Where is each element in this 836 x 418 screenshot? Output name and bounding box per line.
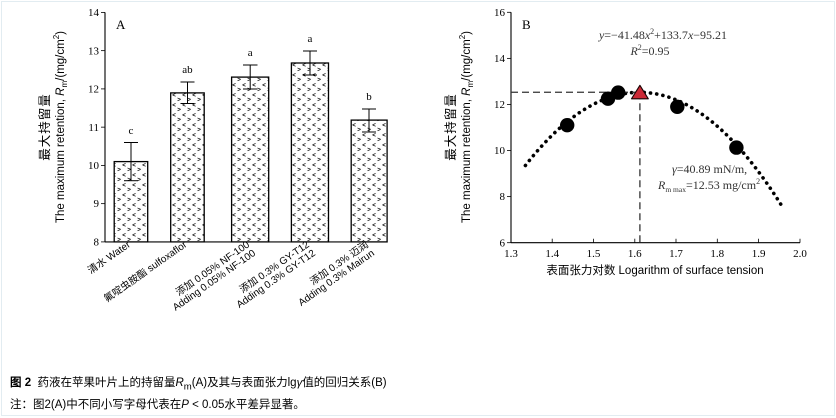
svg-text:The maximum retention, Rm/(mg/: The maximum retention, Rm/(mg/cm2) bbox=[458, 31, 475, 223]
svg-text:1.4: 1.4 bbox=[545, 248, 559, 260]
svg-text:14: 14 bbox=[88, 7, 100, 19]
svg-text:2.0: 2.0 bbox=[793, 248, 807, 260]
svg-text:最大持留量: 最大持留量 bbox=[37, 93, 52, 161]
svg-text:12: 12 bbox=[494, 99, 505, 111]
svg-text:1.9: 1.9 bbox=[752, 248, 766, 260]
svg-text:12: 12 bbox=[88, 84, 99, 96]
svg-text:ab: ab bbox=[182, 64, 193, 76]
svg-text:最大持留量: 最大持留量 bbox=[443, 93, 458, 161]
svg-text:a: a bbox=[308, 33, 313, 45]
svg-text:8: 8 bbox=[94, 237, 100, 249]
svg-text:1.7: 1.7 bbox=[669, 248, 683, 260]
svg-text:14: 14 bbox=[494, 53, 506, 65]
svg-text:1.8: 1.8 bbox=[710, 248, 724, 260]
svg-text:B: B bbox=[522, 17, 531, 32]
svg-text:Rm max=12.53 mg/cm2: Rm max=12.53 mg/cm2 bbox=[657, 177, 760, 194]
svg-text:11: 11 bbox=[88, 122, 99, 134]
svg-text:a: a bbox=[248, 47, 253, 59]
svg-text:清水 Water: 清水 Water bbox=[85, 237, 133, 276]
svg-text:1.3: 1.3 bbox=[504, 248, 518, 260]
svg-text:10: 10 bbox=[88, 160, 100, 172]
svg-text:1.5: 1.5 bbox=[587, 248, 601, 260]
svg-text:10: 10 bbox=[494, 145, 506, 157]
svg-text:13: 13 bbox=[88, 45, 100, 57]
svg-text:c: c bbox=[129, 125, 134, 137]
svg-text:表面张力对数 Logarithm of surface te: 表面张力对数 Logarithm of surface tension bbox=[546, 263, 763, 277]
svg-text:The maximum retention, Rm/(mg/: The maximum retention, Rm/(mg/cm2) bbox=[52, 31, 69, 223]
svg-text:b: b bbox=[366, 91, 372, 103]
svg-text:9: 9 bbox=[94, 198, 100, 210]
svg-text:1.6: 1.6 bbox=[628, 248, 642, 260]
svg-text:A: A bbox=[116, 17, 126, 32]
svg-text:R2=0.95: R2=0.95 bbox=[629, 43, 669, 58]
svg-text:8: 8 bbox=[500, 191, 506, 203]
svg-text:16: 16 bbox=[494, 7, 506, 19]
svg-text:y=−41.48x2+133.7x−95.21: y=−41.48x2+133.7x−95.21 bbox=[598, 27, 727, 42]
svg-text:γ=40.89 mN/m,: γ=40.89 mN/m, bbox=[672, 162, 747, 176]
